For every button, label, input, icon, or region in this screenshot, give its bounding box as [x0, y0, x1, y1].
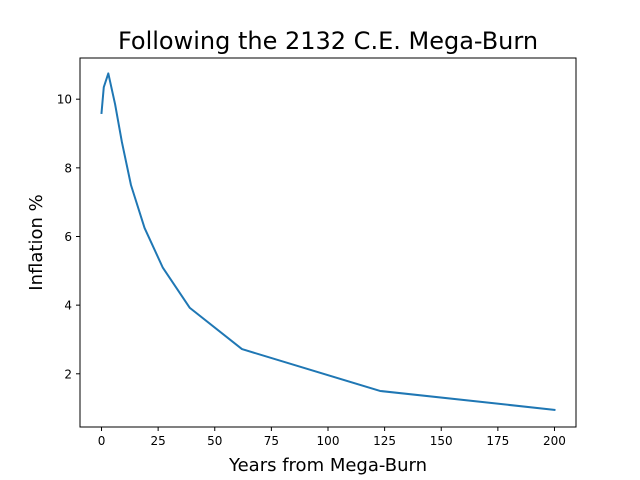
y-tick-label: 6 [64, 230, 72, 244]
y-axis-label: Inflation % [26, 194, 47, 290]
x-tick-label: 100 [317, 434, 340, 448]
plot-layer [100, 72, 556, 411]
axis-ticks: 0 25 50 75 100 125 150 175 200 2 4 6 8 10 [57, 93, 566, 448]
chart-title: Following the 2132 C.E. Mega-Burn [118, 27, 538, 55]
x-tick-label: 150 [430, 434, 453, 448]
x-tick-label: 175 [486, 434, 509, 448]
x-axis-label: Years from Mega-Burn [228, 455, 427, 476]
y-tick-label: 2 [64, 367, 72, 381]
x-tick-label: 50 [207, 434, 222, 448]
x-tick-label: 25 [150, 434, 165, 448]
x-tick-label: 200 [543, 434, 566, 448]
x-tick-label: 0 [98, 434, 106, 448]
x-tick-label: 125 [373, 434, 396, 448]
plot-frame [79, 57, 577, 428]
y-tick-label: 4 [64, 299, 72, 313]
series-line [100, 72, 556, 411]
y-tick-label: 10 [57, 93, 72, 107]
x-tick-label: 75 [264, 434, 279, 448]
y-tick-label: 8 [64, 161, 72, 175]
